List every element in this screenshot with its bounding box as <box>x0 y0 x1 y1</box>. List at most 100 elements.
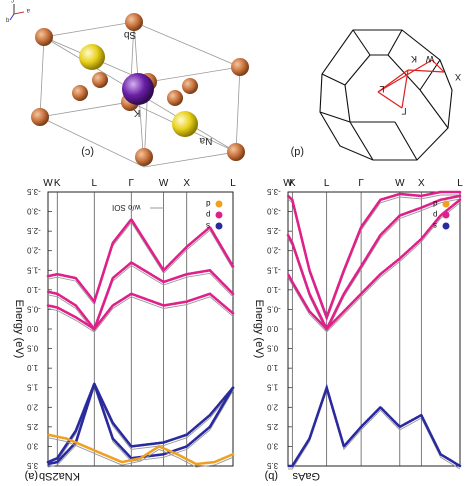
brillouin-zone-panel: K W X L Γ (d) <box>291 29 461 161</box>
ytick-label: -2.5 <box>26 226 40 235</box>
ytick-label: -3.0 <box>26 207 40 216</box>
axis-label-a: a <box>26 7 30 13</box>
atom-label-k: K <box>133 107 140 118</box>
bz-path <box>377 59 445 109</box>
na-atoms <box>79 44 198 137</box>
bz-label-w: W <box>425 54 434 64</box>
kpoint-label: L <box>324 178 330 189</box>
band-line-s <box>286 383 462 468</box>
panel-label-d: (d) <box>291 146 304 158</box>
crystal-structure-panel: a b c <box>6 0 249 168</box>
ytick-label: 3.0 <box>266 441 278 450</box>
kpoint-label: W <box>159 178 169 189</box>
ytick-label: -0.5 <box>266 304 280 313</box>
reference-band-line <box>47 385 234 466</box>
ytick-label: 1.5 <box>26 383 38 392</box>
material-label: KNa2Sb <box>39 470 80 482</box>
reference-band-line <box>47 264 234 333</box>
atom-label-na: Na <box>199 135 212 146</box>
bz-label-x: X <box>455 72 461 82</box>
legend-label: s <box>206 221 210 230</box>
ytick-label: -1.0 <box>266 285 280 294</box>
ytick-label: 0.5 <box>26 344 38 353</box>
ytick-label: 2.5 <box>266 422 278 431</box>
ytick-label: 1.5 <box>266 383 278 392</box>
ytick-label: 0.5 <box>266 344 278 353</box>
band-line-p <box>46 217 235 305</box>
reference-band-line <box>47 296 234 333</box>
band-line-p <box>46 292 235 331</box>
panel-label-c: (c) <box>81 146 94 158</box>
legend-label: s <box>433 221 437 230</box>
material-label: GaAs <box>292 470 320 482</box>
kpoint-label: X <box>418 178 425 189</box>
ytick-label: -3.0 <box>266 207 280 216</box>
y-axis-label: Energy (eV) <box>13 300 25 359</box>
ytick-label: -1.5 <box>26 265 40 274</box>
axis-label-b: b <box>6 18 10 24</box>
kpoint-label: K <box>289 178 296 189</box>
axes-indicator: a b c <box>6 0 30 24</box>
band-line-p <box>286 190 462 322</box>
kpoint-label: Γ <box>358 178 364 189</box>
panel-label: (b) <box>265 470 278 482</box>
ytick-label: 2.0 <box>26 402 38 411</box>
ytick-label: -0.5 <box>26 304 40 313</box>
band-line-p <box>46 260 235 332</box>
ytick-label: 2.0 <box>266 402 278 411</box>
chart-b: LXWΓLKW-3.5-3.0-2.5-2.0-1.5-1.0-0.50.00.… <box>253 178 463 482</box>
band-line-s <box>46 379 235 466</box>
atom-label-sb: Sb <box>123 29 136 40</box>
bz-label-gamma: Γ <box>401 106 406 116</box>
bz-edges <box>319 29 453 161</box>
band-line-p <box>286 198 462 331</box>
kpoint-label: Γ <box>128 178 134 189</box>
panel-label: (a) <box>25 470 38 482</box>
ytick-label: -2.0 <box>266 246 280 255</box>
ytick-label: 1.0 <box>26 363 38 372</box>
legend-label: d <box>433 199 437 208</box>
k-atom <box>122 73 154 105</box>
reference-band-line <box>47 385 234 468</box>
annotation-text: w/o SOI <box>112 203 141 212</box>
kpoint-label: X <box>183 178 190 189</box>
band-line-d <box>46 433 235 466</box>
legend-label: d <box>206 199 210 208</box>
kpoint-label: W <box>283 178 293 189</box>
ytick-label: 3.0 <box>26 441 38 450</box>
legend-marker <box>215 200 223 208</box>
ytick-label: -2.5 <box>266 226 280 235</box>
legend-label: p <box>432 210 437 219</box>
bz-label-k: K <box>411 54 417 64</box>
legend-marker <box>442 211 450 219</box>
reference-band-line <box>47 437 234 468</box>
kpoint-label: W <box>43 178 53 189</box>
reference-band-line <box>288 389 461 470</box>
legend-label: p <box>205 210 210 219</box>
axis-label-c: c <box>11 0 14 3</box>
ytick-label: 3.5 <box>26 461 38 470</box>
kpoint-label: L <box>91 178 97 189</box>
kpoint-label: K <box>54 178 61 189</box>
chart-a: LXWΓLKW-3.5-3.0-2.5-2.0-1.5-1.0-0.50.00.… <box>13 178 236 482</box>
ytick-label: 1.0 <box>266 363 278 372</box>
reference-band-line <box>47 221 234 306</box>
ytick-label: -1.0 <box>26 285 40 294</box>
ytick-label: 0.0 <box>26 324 38 333</box>
ytick-label: -1.5 <box>266 265 280 274</box>
band-line-s <box>46 380 235 464</box>
y-axis-label: Energy (eV) <box>253 300 265 359</box>
kpoint-label: W <box>395 178 405 189</box>
ytick-label: 2.5 <box>26 422 38 431</box>
band-line-p <box>286 194 462 332</box>
kpoint-label: L <box>230 178 236 189</box>
legend-marker <box>215 211 223 219</box>
legend-marker <box>442 222 450 230</box>
ytick-label: -2.0 <box>26 246 40 255</box>
kpoint-label: L <box>457 178 463 189</box>
ytick-label: 3.5 <box>266 461 278 470</box>
ytick-label: 0.0 <box>266 324 278 333</box>
bz-label-l: L <box>379 84 384 94</box>
legend-marker <box>442 200 450 208</box>
